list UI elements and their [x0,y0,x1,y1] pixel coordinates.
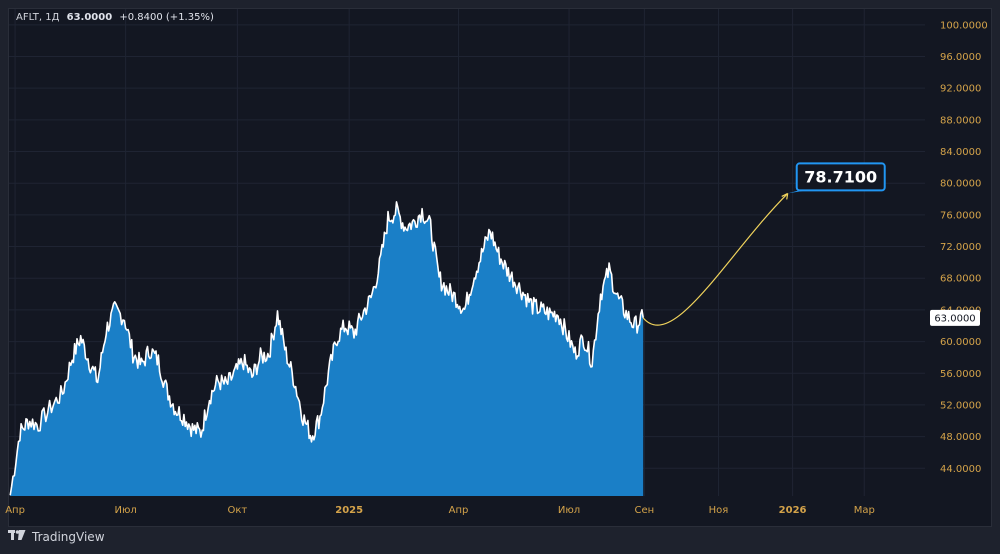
symbol-legend: AFLT, 1Д 63.0000 +0.8400 (+1.35%) [16,12,214,23]
price-tick-label: 72.0000 [940,242,981,253]
price-tick-label: 52.0000 [940,400,981,411]
last-price-label: 63.0000 [934,313,975,324]
price-tick-label: 68.0000 [940,274,981,285]
target-price-label: 78.7100 [804,167,877,186]
price-tick-label: 60.0000 [940,337,981,348]
time-tick-label: 2025 [335,505,363,516]
time-tick-label: Мар [854,505,875,516]
time-tick-label: Июл [558,505,580,516]
time-tick-label: Апр [449,505,469,516]
price-tick-label: 88.0000 [940,115,981,126]
price-line [9,201,644,496]
branding[interactable]: TradingView [8,529,105,545]
time-tick-label: Сен [635,505,655,516]
price-tick-label: 96.0000 [940,52,981,63]
time-tick-label: Ноя [709,505,729,516]
price-tick-label: 56.0000 [940,369,981,380]
price-tick-label: 84.0000 [940,147,981,158]
price-tick-label: 44.0000 [940,464,981,475]
projection-curve [642,193,789,326]
brand-name: TradingView [32,530,105,544]
time-axis: Апр Июл Окт 2025 Апр Июл Сен Ноя 2026 Мар [5,505,875,516]
price-tick-label: 48.0000 [940,432,981,443]
price-area-layer [9,201,644,496]
price-area-fill [10,201,644,496]
time-tick-label: 2026 [779,505,807,516]
time-tick-label: Июл [114,505,136,516]
last-value: 63.0000 [66,12,113,23]
projection-layer: 78.7100 [642,162,886,326]
price-change: +0.8400 (+1.35%) [119,12,214,23]
projection-arrowhead [781,192,789,200]
time-tick-label: Апр [5,505,25,516]
symbol-name: AFLT, 1Д [16,12,60,23]
price-axis: 100.0000 96.0000 92.0000 88.0000 84.0000 80.0… [930,20,988,475]
target-callout-box [795,162,886,192]
price-tick-label: 76.0000 [940,210,981,221]
time-tick-label: Окт [228,505,248,516]
last-price-badge [930,309,980,326]
tradingview-logo-icon [8,529,26,545]
price-tick-label: 92.0000 [940,84,981,95]
price-tick-label: 80.0000 [940,179,981,190]
price-tick-label: 100.0000 [940,20,988,31]
